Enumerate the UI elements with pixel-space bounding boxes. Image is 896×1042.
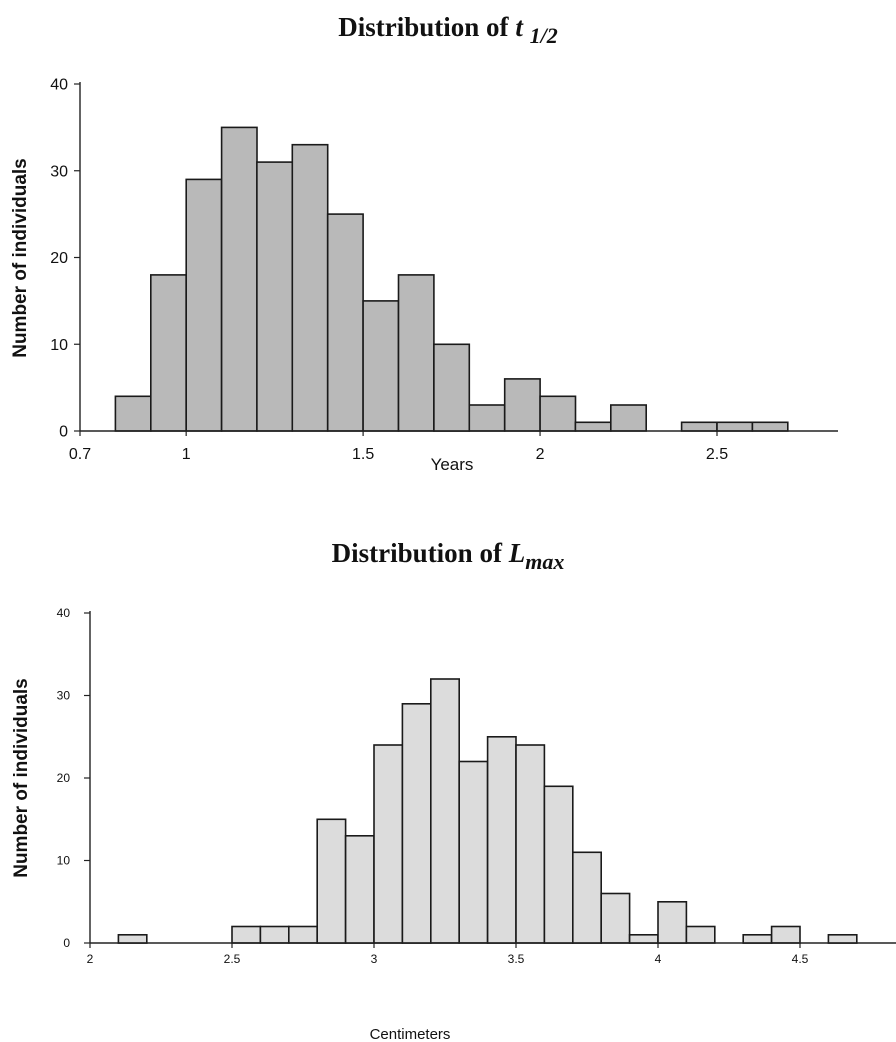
histogram-bar: [259, 925, 290, 944]
histogram-bar: [770, 925, 801, 944]
y-axis-title: Number of individuals: [10, 158, 31, 358]
y-tick-label: 10: [50, 337, 68, 354]
x-tick-label: 0.7: [69, 446, 91, 463]
histogram-t-half: 0 10 20 30 40 0.7 1 1.5 2 2.5 Years Number of indiv…: [10, 77, 838, 474]
title-subscript: 1/2: [529, 23, 558, 48]
y-tick-label: 30: [50, 163, 68, 180]
histogram-bar: [326, 213, 364, 432]
x-tick-label: 2.5: [706, 446, 728, 463]
histogram-bar: [468, 404, 506, 432]
histogram-bar: [362, 300, 400, 432]
histogram-bar: [231, 925, 262, 944]
x-tick-label: 1.5: [352, 446, 374, 463]
y-tick-label: 40: [50, 77, 68, 94]
x-axis-title: Centimeters: [370, 1026, 451, 1042]
y-tick-label: 20: [50, 250, 68, 267]
x-tick-label: 3: [371, 952, 378, 966]
y-tick-label: 0: [63, 936, 70, 950]
histogram-bar: [373, 744, 404, 944]
histogram-bar: [571, 851, 602, 944]
x-tick-label: 2: [536, 446, 545, 463]
x-tick-label: 4.5: [792, 952, 809, 966]
histogram-bar: [429, 678, 460, 944]
title-subscript: max: [525, 549, 565, 574]
histogram-bar: [291, 143, 329, 432]
chart-title-l-max: Distribution of Lmax: [0, 538, 896, 575]
title-symbol: L: [508, 538, 526, 568]
histogram-bar: [458, 760, 489, 944]
title-prefix: Distribution of: [338, 12, 516, 42]
histogram-bar: [600, 892, 631, 944]
histogram-bar: [543, 785, 574, 944]
title-prefix: Distribution of: [331, 538, 509, 568]
histogram-bar: [287, 925, 318, 944]
x-axis-title: Years: [431, 455, 474, 474]
histogram-bar: [433, 343, 471, 432]
x-tick-label: 2: [87, 952, 94, 966]
histogram-bar: [344, 834, 375, 944]
x-tick-label: 3.5: [508, 952, 525, 966]
histogram-bar: [117, 933, 148, 944]
histogram-bar: [609, 404, 647, 432]
y-tick-label: 10: [57, 854, 71, 868]
title-symbol: t: [515, 12, 523, 42]
histogram-bar: [515, 744, 546, 944]
y-tick-label: 30: [57, 689, 71, 703]
y-axis-title: Number of individuals: [11, 678, 32, 878]
x-tick-label: 1: [182, 446, 191, 463]
histogram-bar: [316, 818, 347, 944]
histogram-bar: [486, 735, 517, 944]
histogram-bar: [657, 900, 688, 944]
histogram-bar: [827, 933, 858, 944]
y-tick-label: 40: [57, 606, 71, 620]
x-tick-label: 2.5: [224, 952, 241, 966]
histogram-bar: [628, 933, 659, 944]
histogram-bar: [401, 702, 432, 944]
histogram-bar: [742, 933, 773, 944]
y-tick-label: 20: [57, 771, 71, 785]
chart-title-t-half: Distribution of t 1/2: [0, 12, 896, 49]
histogram-bar: [503, 378, 541, 432]
x-tick-label: 4: [655, 952, 662, 966]
histogram-bar: [685, 925, 716, 944]
y-tick-label: 0: [59, 424, 68, 441]
